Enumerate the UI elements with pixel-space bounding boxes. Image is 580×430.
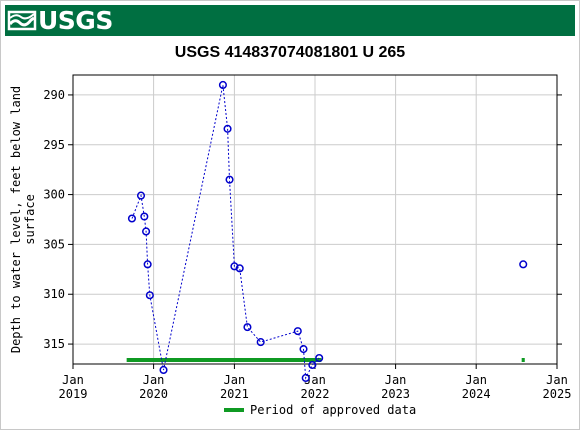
y-tick-label: 310	[43, 287, 65, 301]
data-point	[140, 212, 149, 221]
data-point	[519, 260, 528, 269]
y-axis-label-line: Depth to water level, feet below land	[9, 86, 23, 353]
x-tick-label-year: 2024	[462, 387, 491, 401]
data-point	[225, 175, 234, 184]
data-point	[308, 360, 317, 370]
data-point	[301, 373, 310, 383]
data-point	[145, 291, 154, 300]
y-tick-label: 315	[43, 337, 65, 351]
y-tick-label: 295	[43, 138, 65, 152]
y-tick-label: 300	[43, 188, 65, 202]
data-point	[218, 80, 227, 90]
usgs-wave-icon	[7, 6, 37, 35]
x-tick-label-month: Jan	[465, 373, 487, 387]
usgs-banner: USGS	[5, 5, 575, 36]
data-point	[235, 264, 244, 273]
x-tick-label-year: 2020	[139, 387, 168, 401]
data-point	[159, 365, 168, 375]
data-point	[299, 345, 308, 354]
x-tick-label-month: Jan	[143, 373, 165, 387]
x-tick-label-year: 2021	[220, 387, 249, 401]
x-tick-label-month: Jan	[304, 373, 326, 387]
data-point	[142, 227, 151, 236]
x-tick-label-year: 2023	[381, 387, 410, 401]
data-point	[223, 124, 232, 133]
data-point	[143, 260, 152, 269]
y-axis-label: Depth to water level, feet below landsur…	[9, 86, 37, 353]
data-point	[127, 214, 137, 223]
usgs-logo[interactable]: USGS	[7, 6, 113, 35]
y-tick-label: 290	[43, 88, 65, 102]
chart-title: USGS 414837074081801 U 265	[174, 44, 406, 61]
data-point	[315, 353, 324, 363]
approved-period-bar	[521, 358, 525, 362]
x-tick-label-month: Jan	[224, 373, 246, 387]
x-tick-label-month: Jan	[62, 373, 84, 387]
data-point	[256, 338, 265, 347]
y-axis-label-line: surface	[23, 194, 37, 245]
data-point	[293, 327, 302, 336]
data-point	[243, 323, 252, 332]
legend-label: Period of approved data	[250, 403, 416, 417]
x-tick-label-month: Jan	[546, 373, 568, 387]
data-point	[136, 191, 146, 200]
legend-swatch	[224, 408, 244, 412]
x-tick-label-year: 2019	[59, 387, 88, 401]
x-tick-label-year: 2025	[543, 387, 572, 401]
usgs-logo-text: USGS	[38, 6, 113, 35]
x-tick-label-month: Jan	[385, 373, 407, 387]
approved-period-bar	[126, 358, 322, 362]
x-tick-label-year: 2022	[301, 387, 330, 401]
y-tick-label: 305	[43, 237, 65, 251]
